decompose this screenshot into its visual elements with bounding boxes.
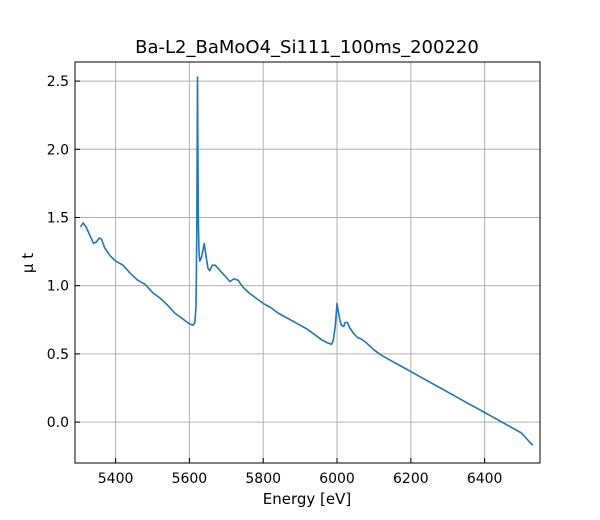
x-tick-label: 5600 bbox=[172, 471, 208, 487]
x-tick-label: 5800 bbox=[245, 471, 281, 487]
y-tick-label: 0.5 bbox=[47, 347, 69, 363]
grid-lines bbox=[75, 62, 540, 463]
y-axis-label: μ t bbox=[19, 253, 37, 273]
y-tick-label: 1.5 bbox=[47, 210, 69, 226]
y-tick-label: 1.0 bbox=[47, 279, 69, 295]
series-layer bbox=[79, 76, 534, 446]
y-tick-label: 2.5 bbox=[47, 74, 69, 90]
x-tick-label: 6200 bbox=[393, 471, 429, 487]
chart-title: Ba-L2_BaMoO4_Si111_100ms_200220 bbox=[135, 37, 479, 58]
x-tick-label: 5400 bbox=[98, 471, 134, 487]
x-tick-label: 6400 bbox=[467, 471, 503, 487]
axis-ticks: 5400 5600 5800 6000 6200 6400 0.0 0.5 1.0 1.5 2.0 2… bbox=[47, 74, 503, 487]
plot-frame bbox=[74, 61, 541, 464]
x-axis-label: Energy [eV] bbox=[263, 490, 351, 508]
x-tick-label: 6000 bbox=[319, 471, 355, 487]
series-line bbox=[79, 76, 534, 446]
y-tick-label: 2.0 bbox=[47, 142, 69, 158]
y-tick-label: 0.0 bbox=[47, 415, 69, 431]
